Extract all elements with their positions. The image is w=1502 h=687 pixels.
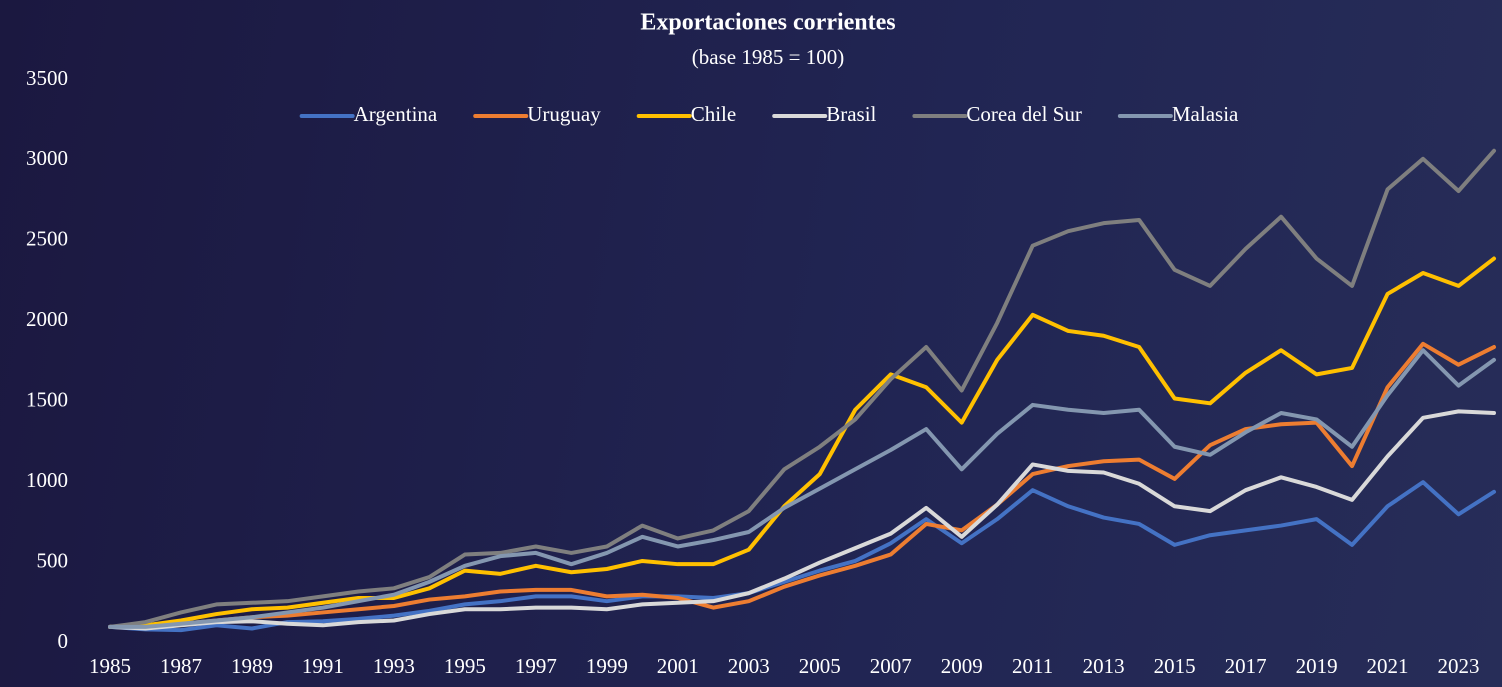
legend-label: Corea del Sur	[966, 102, 1081, 126]
series-line	[108, 409, 1496, 631]
x-tick-label: 1987	[160, 654, 202, 678]
series-line	[108, 480, 1496, 633]
x-tick-label: 2023	[1438, 654, 1480, 678]
legend-label: Argentina	[354, 102, 438, 126]
x-tick-label: 1989	[231, 654, 273, 678]
series-line	[108, 348, 1496, 629]
x-tick-label: 1995	[444, 654, 486, 678]
y-tick-label: 2500	[26, 227, 68, 251]
x-tick-label: 2019	[1296, 654, 1338, 678]
x-tick-label: 2005	[799, 654, 841, 678]
y-tick-label: 1000	[26, 468, 68, 492]
x-tick-label: 2013	[1083, 654, 1125, 678]
legend-label: Chile	[691, 102, 737, 126]
x-tick-label: 2003	[728, 654, 770, 678]
y-tick-label: 3000	[26, 146, 68, 170]
x-tick-label: 1985	[89, 654, 131, 678]
legend-label: Uruguay	[527, 102, 601, 126]
y-tick-label: 500	[37, 548, 69, 572]
x-tick-label: 1991	[302, 654, 344, 678]
series-line	[108, 256, 1496, 629]
series-line	[108, 341, 1496, 630]
y-tick-label: 0	[58, 629, 69, 653]
x-tick-label: 1997	[515, 654, 557, 678]
legend-label: Brasil	[826, 102, 876, 126]
x-tick-label: 2015	[1154, 654, 1196, 678]
chart-title: Exportaciones corrientes	[640, 10, 895, 36]
x-tick-label: 2007	[870, 654, 912, 678]
x-tick-label: 2021	[1367, 654, 1409, 678]
chart-subtitle: (base 1985 = 100)	[692, 45, 844, 69]
y-tick-label: 1500	[26, 388, 68, 412]
series-line	[108, 148, 1496, 629]
legend-label: Malasia	[1172, 102, 1239, 126]
x-tick-label: 2011	[1012, 654, 1053, 678]
x-tick-label: 1999	[586, 654, 628, 678]
x-tick-label: 2001	[657, 654, 699, 678]
y-tick-label: 3500	[26, 66, 68, 90]
y-tick-label: 2000	[26, 307, 68, 331]
x-tick-label: 2017	[1225, 654, 1267, 678]
x-tick-label: 1993	[373, 654, 415, 678]
x-tick-label: 2009	[941, 654, 983, 678]
